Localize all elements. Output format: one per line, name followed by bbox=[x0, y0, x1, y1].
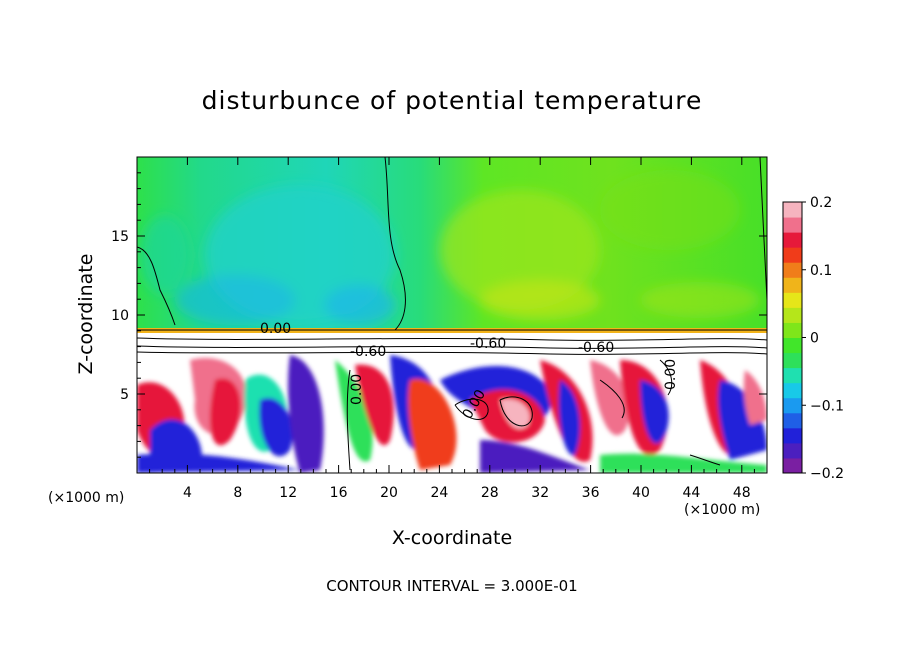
y-tick-label: 5 bbox=[120, 387, 129, 403]
y-tick-label: 10 bbox=[111, 308, 129, 324]
x-tick-label: 8 bbox=[233, 485, 242, 501]
x-tick-label: 28 bbox=[481, 485, 499, 501]
x-tick-label: 44 bbox=[682, 485, 700, 501]
contour-label: 0.00 bbox=[349, 374, 365, 405]
heatmap-field bbox=[137, 157, 767, 473]
colorbar-swatch bbox=[783, 307, 802, 323]
contour-interval-note: CONTOUR INTERVAL = 3.000E-01 bbox=[326, 577, 578, 595]
x-tick-label: 12 bbox=[279, 485, 297, 501]
x-axis-unit-left: (×1000 m) bbox=[48, 490, 125, 506]
colorbar-swatch bbox=[783, 457, 802, 474]
contour-label: 0.00 bbox=[260, 321, 291, 337]
contour-label: -0.60 bbox=[350, 344, 386, 360]
colorbar-swatch bbox=[783, 247, 802, 263]
colorbar-swatch bbox=[783, 412, 802, 429]
x-tick-label: 32 bbox=[531, 485, 549, 501]
contour-label: 0.00 bbox=[663, 359, 679, 390]
y-tick-label: 15 bbox=[111, 229, 129, 245]
x-axis-unit-right: (×1000 m) bbox=[684, 502, 761, 518]
contour-label: -0.60 bbox=[578, 340, 614, 356]
y-axis: 5 10 15 bbox=[111, 172, 767, 458]
contour-label: -0.60 bbox=[470, 336, 506, 352]
colorbar-swatch bbox=[783, 442, 802, 459]
x-tick-label: 16 bbox=[330, 485, 348, 501]
x-tick-label: 36 bbox=[582, 485, 600, 501]
colorbar-swatch bbox=[783, 382, 802, 399]
colorbar-tick-label: −0.1 bbox=[810, 398, 844, 414]
x-tick-label: 20 bbox=[380, 485, 398, 501]
colorbar-tick-label: 0 bbox=[810, 331, 819, 347]
colorbar-swatch bbox=[783, 232, 802, 248]
colorbar-swatch bbox=[783, 217, 802, 233]
colorbar-swatch bbox=[783, 427, 802, 444]
colorbar-swatch bbox=[783, 292, 802, 308]
colorbar-swatch bbox=[783, 202, 802, 218]
x-tick-label: 4 bbox=[183, 485, 192, 501]
x-tick-label: 24 bbox=[430, 485, 448, 501]
colorbar-tick-label: −0.2 bbox=[810, 466, 844, 482]
y-axis-label: Z-coordinate bbox=[75, 253, 97, 375]
colorbar-swatch bbox=[783, 397, 802, 414]
colorbar-tick-label: 0.2 bbox=[810, 195, 832, 211]
x-tick-label: 40 bbox=[632, 485, 650, 501]
x-axis: 4 8 12 16 20 24 28 32 36 40 44 48 bbox=[149, 157, 755, 501]
colorbar-swatch bbox=[783, 262, 802, 278]
contour-labels: 0.00 -0.60 -0.60 -0.60 0.00 0.00 0.00 bbox=[260, 321, 679, 422]
colorbar-swatch bbox=[783, 277, 802, 293]
colorbar-swatch bbox=[783, 337, 802, 354]
colorbar-swatch bbox=[783, 367, 802, 384]
colorbar-swatch bbox=[783, 352, 802, 369]
chart-title: disturbunce of potential temperature bbox=[201, 86, 703, 115]
colorbar-tick-label: 0.1 bbox=[810, 263, 832, 279]
x-axis-label: X-coordinate bbox=[391, 527, 513, 549]
x-tick-label: 48 bbox=[733, 485, 751, 501]
colorbar: 0.2 0.1 0 −0.1 −0.2 bbox=[782, 195, 844, 482]
colorbar-swatch bbox=[783, 322, 802, 338]
